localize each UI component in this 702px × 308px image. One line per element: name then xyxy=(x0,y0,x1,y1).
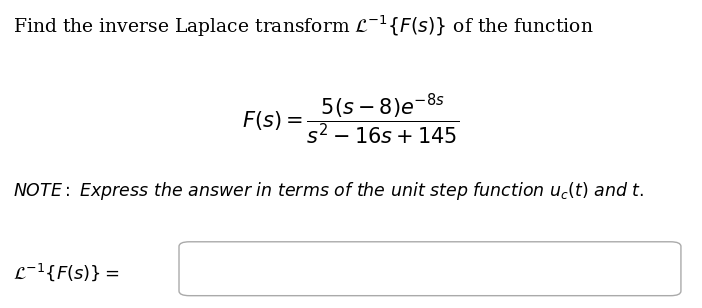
Text: Find the inverse Laplace transform $\mathcal{L}^{-1}\{F(s)\}$ of the function: Find the inverse Laplace transform $\mat… xyxy=(13,14,593,39)
Text: $F(s) = \dfrac{5(s-8)e^{-8s}}{s^2 - 16s + 145}$: $F(s) = \dfrac{5(s-8)e^{-8s}}{s^2 - 16s … xyxy=(242,92,460,147)
Text: $\mathit{NOTE{:}\ Express\ the\ answer\ in\ terms\ of\ the\ unit\ step\ function: $\mathit{NOTE{:}\ Express\ the\ answer\ … xyxy=(13,180,644,202)
Text: $\mathcal{L}^{-1}\{F(s)\} = $: $\mathcal{L}^{-1}\{F(s)\} = $ xyxy=(13,262,119,283)
FancyBboxPatch shape xyxy=(179,242,681,296)
